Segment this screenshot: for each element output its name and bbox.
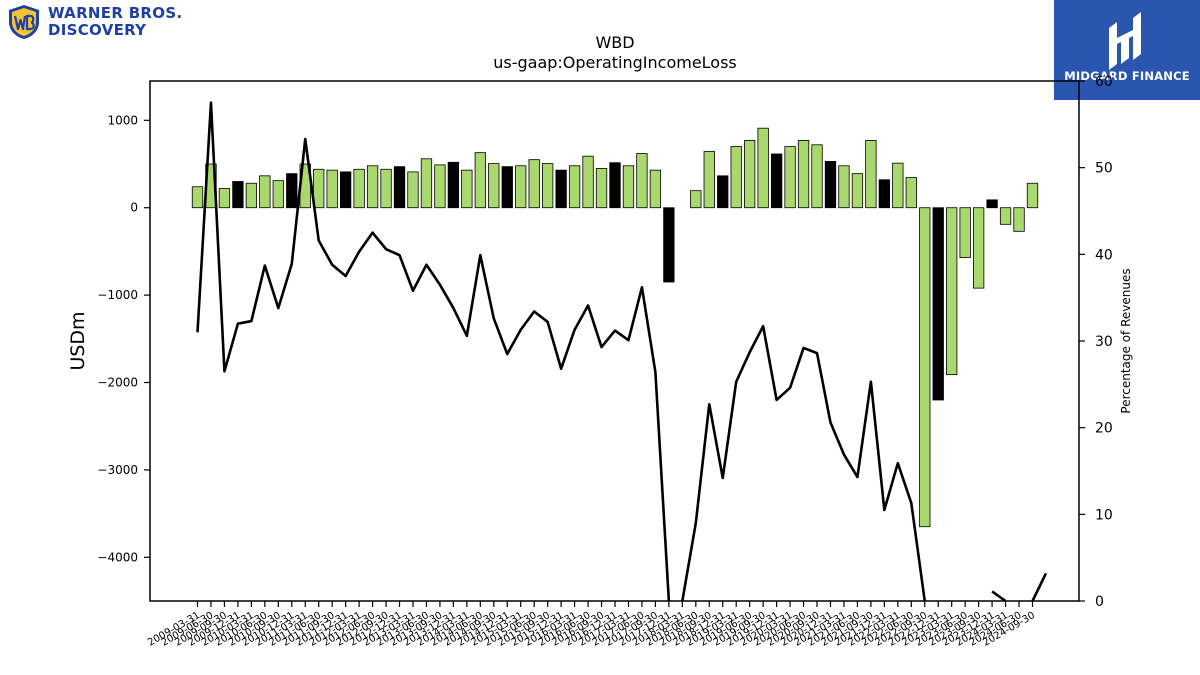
x-axis: 2009-03-312009-06-302009-09-302009-12-31… — [146, 601, 1037, 649]
bar — [717, 175, 729, 209]
chart-title: WBD — [595, 33, 634, 52]
bar — [905, 177, 917, 209]
y-tick-label: 0 — [130, 201, 138, 215]
percentage-line — [1031, 572, 1048, 601]
bar — [568, 165, 581, 209]
bar — [865, 140, 877, 209]
bar — [447, 161, 460, 209]
bar — [259, 175, 271, 209]
wbd-shield-icon — [9, 5, 39, 39]
y2-tick-label: 50 — [1095, 161, 1113, 177]
bar — [663, 207, 675, 283]
bar — [999, 207, 1012, 225]
y2-tick-label: 20 — [1095, 421, 1113, 437]
bar — [474, 152, 486, 209]
bar — [838, 165, 850, 209]
bar — [191, 186, 204, 209]
bar — [824, 160, 837, 209]
bar — [703, 150, 715, 209]
percentage-line — [681, 324, 927, 601]
company-name-line-2: DISCOVERY — [48, 21, 147, 39]
bar — [784, 146, 796, 209]
y2-tick-label: 10 — [1095, 507, 1113, 523]
bar — [420, 158, 433, 209]
y2-axis-label: Percentage of Revenues — [1119, 268, 1133, 413]
bar — [272, 180, 284, 209]
bar — [972, 207, 985, 289]
bar — [636, 153, 648, 209]
publisher-name: MIDGARD FINANCE — [1064, 69, 1190, 83]
y2-tick-label: 40 — [1095, 247, 1113, 263]
bar — [959, 207, 971, 258]
bar — [313, 168, 325, 209]
bar — [622, 165, 635, 209]
bar — [609, 162, 621, 209]
bar — [730, 146, 742, 209]
bar — [353, 168, 365, 209]
bar — [1013, 207, 1025, 232]
bar — [690, 190, 702, 209]
bar — [326, 169, 338, 209]
y-tick-label: −3000 — [97, 463, 138, 477]
bar — [515, 165, 527, 209]
bar — [488, 163, 500, 209]
bar — [946, 207, 958, 376]
bar — [434, 164, 446, 209]
bar — [878, 179, 890, 209]
bar — [744, 140, 756, 209]
bar — [595, 167, 608, 209]
y-axis-label: USDm — [67, 311, 89, 370]
percentage-line — [991, 590, 1007, 601]
y-tick-label: −4000 — [97, 550, 138, 564]
y-axis-left: 1000 0 −1000 −2000 −3000 −4000 — [97, 113, 150, 564]
bar — [932, 207, 944, 401]
y-tick-label: −1000 — [97, 288, 138, 302]
bar — [366, 165, 379, 209]
bar — [811, 144, 823, 209]
line-series — [196, 101, 1048, 601]
wbd-logo: WARNER BROS. DISCOVERY — [6, 4, 182, 40]
publisher-logo: MIDGARD FINANCE — [1054, 0, 1200, 100]
bar — [851, 173, 864, 209]
bar — [757, 127, 769, 209]
bar — [986, 199, 998, 209]
bar — [286, 173, 298, 209]
y2-tick-label: 0 — [1095, 594, 1104, 610]
bar — [407, 171, 419, 209]
bar — [582, 155, 594, 209]
bar — [1026, 182, 1039, 209]
y2-tick-label: 60 — [1095, 74, 1113, 90]
bar — [339, 171, 352, 209]
bar — [501, 166, 513, 209]
y2-tick-label: 30 — [1095, 334, 1113, 350]
bar — [649, 169, 662, 209]
bar — [218, 188, 231, 209]
bar — [232, 181, 244, 209]
bar — [542, 163, 554, 209]
bar — [380, 168, 392, 209]
bar — [555, 169, 567, 209]
y-tick-label: −2000 — [97, 376, 138, 390]
company-name-line-1: WARNER BROS. — [48, 4, 183, 22]
bar — [892, 162, 904, 209]
y-tick-label: 1000 — [107, 113, 138, 127]
bar — [461, 169, 473, 209]
bar — [245, 182, 258, 209]
chart-subtitle: us-gaap:OperatingIncomeLoss — [493, 53, 737, 72]
bar — [797, 140, 810, 209]
midgard-mark-icon — [1109, 12, 1141, 70]
bar — [770, 153, 783, 209]
y-axis-right: 60 50 40 30 20 10 0 — [1079, 74, 1113, 610]
bar — [528, 159, 540, 209]
bar-series — [191, 127, 1039, 528]
bar — [393, 166, 406, 209]
bar — [919, 207, 931, 528]
percentage-line — [196, 101, 671, 601]
